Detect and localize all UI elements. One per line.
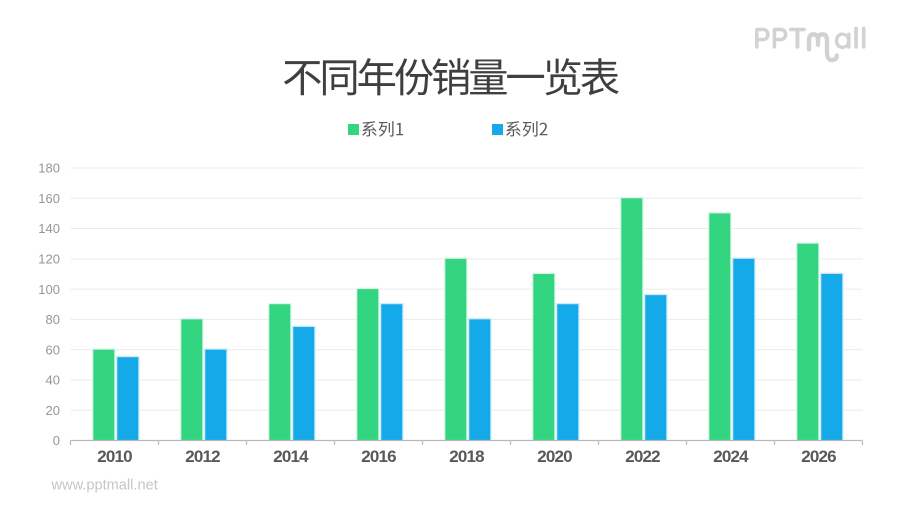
svg-text:100: 100 [38, 282, 60, 297]
svg-text:120: 120 [38, 252, 60, 267]
svg-text:2018: 2018 [449, 447, 484, 466]
svg-text:2014: 2014 [273, 447, 309, 466]
svg-text:2010: 2010 [97, 447, 132, 466]
svg-text:140: 140 [38, 221, 60, 236]
svg-text:20: 20 [46, 403, 60, 418]
svg-text:60: 60 [46, 342, 60, 357]
svg-text:2026: 2026 [801, 447, 836, 466]
svg-text:2016: 2016 [361, 447, 396, 466]
svg-text:160: 160 [38, 191, 60, 206]
svg-text:180: 180 [38, 161, 60, 176]
svg-text:2012: 2012 [185, 447, 220, 466]
svg-text:2022: 2022 [625, 447, 660, 466]
svg-text:www.pptmall.net: www.pptmall.net [51, 477, 158, 493]
svg-text:2020: 2020 [537, 447, 572, 466]
svg-text:2024: 2024 [713, 447, 749, 466]
svg-text:80: 80 [46, 312, 60, 327]
svg-text:0: 0 [53, 433, 60, 448]
svg-text:40: 40 [46, 373, 60, 388]
